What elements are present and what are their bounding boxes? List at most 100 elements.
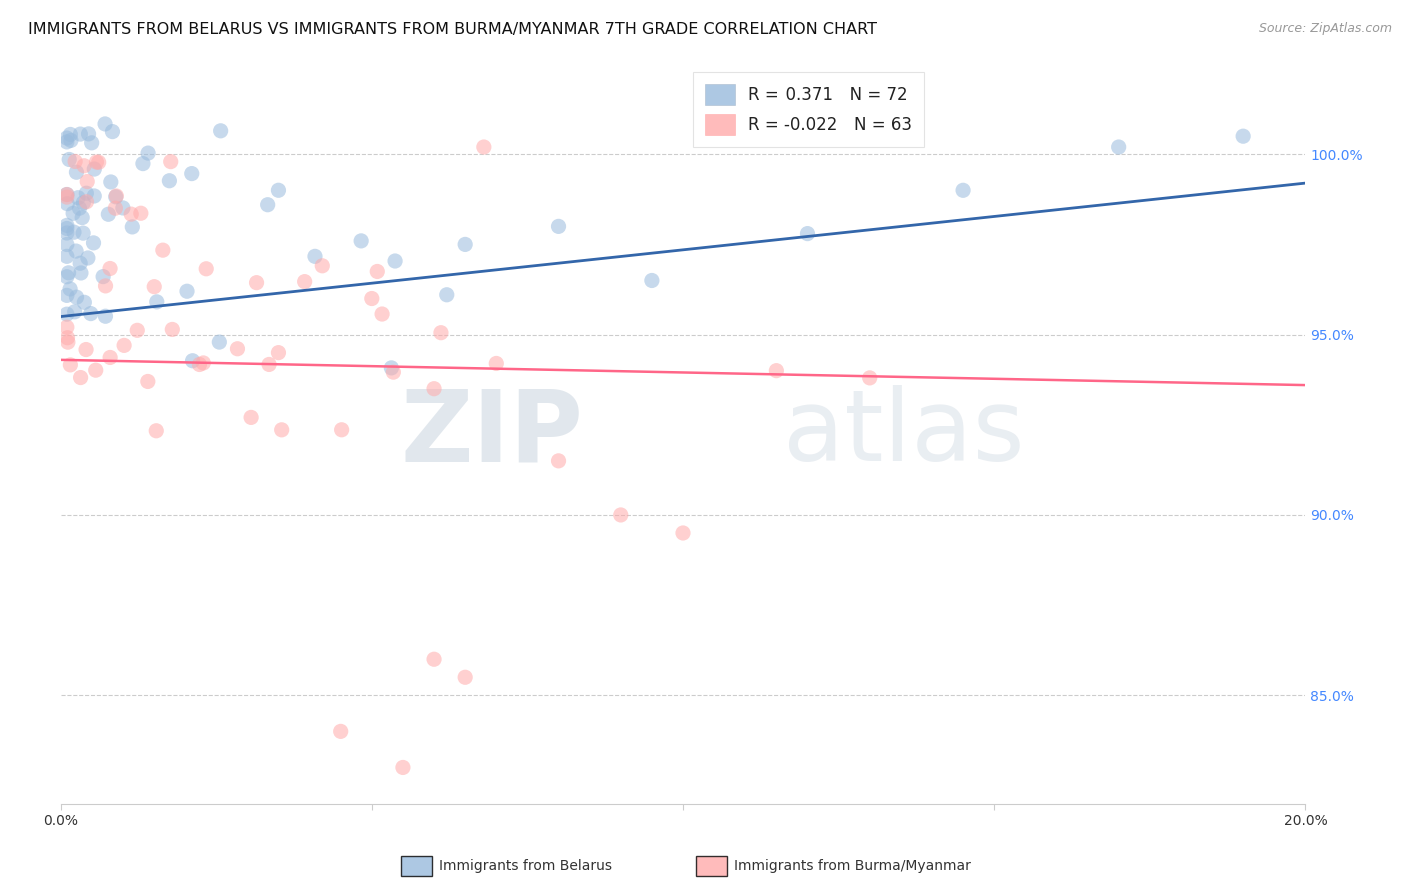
Point <box>610 508 633 522</box>
Point <box>209 124 232 138</box>
Point <box>65 244 87 258</box>
Point <box>423 382 446 396</box>
Point <box>188 358 211 372</box>
Point <box>162 322 184 336</box>
Point <box>77 127 100 141</box>
Point <box>62 206 84 220</box>
Point <box>547 454 569 468</box>
Point <box>136 146 159 161</box>
Point <box>270 423 292 437</box>
Point <box>80 136 103 150</box>
Point <box>63 225 86 239</box>
Point <box>485 356 508 370</box>
Point <box>56 249 79 263</box>
Point <box>121 219 143 234</box>
Point <box>267 183 290 197</box>
Point <box>371 307 394 321</box>
Point <box>91 269 114 284</box>
Point <box>859 371 882 385</box>
Point <box>59 128 82 142</box>
Point <box>56 320 79 334</box>
Point <box>136 375 159 389</box>
Text: Source: ZipAtlas.com: Source: ZipAtlas.com <box>1258 22 1392 36</box>
Point <box>98 351 121 365</box>
Point <box>132 156 155 170</box>
Point <box>256 198 278 212</box>
Point <box>1232 129 1254 144</box>
Point <box>350 234 373 248</box>
Point <box>180 167 202 181</box>
Point <box>94 117 117 131</box>
Point <box>226 342 249 356</box>
Point <box>104 201 127 215</box>
Point <box>330 423 353 437</box>
Point <box>382 365 405 379</box>
Point <box>208 335 231 350</box>
Point <box>70 211 93 225</box>
Point <box>129 206 152 220</box>
Point <box>76 175 98 189</box>
Point <box>392 760 415 774</box>
Point <box>100 175 122 189</box>
Point <box>56 190 79 204</box>
Point <box>366 264 388 278</box>
Point <box>86 155 108 169</box>
Point <box>97 207 120 221</box>
Point <box>69 370 91 384</box>
Point <box>176 285 198 299</box>
Point <box>101 125 124 139</box>
Point <box>257 358 280 372</box>
Point <box>98 261 121 276</box>
Point <box>143 279 166 293</box>
Point <box>181 353 204 368</box>
Point <box>765 364 787 378</box>
Point <box>72 226 94 240</box>
Point <box>65 165 87 179</box>
Point <box>120 207 142 221</box>
Point <box>72 195 94 210</box>
Point <box>63 154 86 169</box>
Text: Immigrants from Burma/Myanmar: Immigrants from Burma/Myanmar <box>734 859 970 873</box>
Point <box>672 526 695 541</box>
Point <box>159 154 181 169</box>
Point <box>454 670 477 684</box>
Point <box>423 652 446 666</box>
Point <box>56 331 79 345</box>
Point <box>104 190 127 204</box>
Point <box>87 155 110 169</box>
Point <box>77 251 100 265</box>
Point <box>73 295 96 310</box>
Point <box>547 219 569 234</box>
Point <box>240 410 263 425</box>
Point <box>83 162 105 177</box>
Point <box>127 323 149 337</box>
Point <box>304 249 326 263</box>
Text: IMMIGRANTS FROM BELARUS VS IMMIGRANTS FROM BURMA/MYANMAR 7TH GRADE CORRELATION C: IMMIGRANTS FROM BELARUS VS IMMIGRANTS FR… <box>28 22 877 37</box>
Legend: R =  0.371 N = 72, R = -0.022 N = 63: R = 0.371 N = 72, R = -0.022 N = 63 <box>693 72 924 147</box>
Point <box>59 282 82 296</box>
Point <box>112 338 135 352</box>
Point <box>56 187 79 202</box>
Point <box>67 191 90 205</box>
Point <box>56 335 79 350</box>
Point <box>84 363 107 377</box>
Point <box>472 140 495 154</box>
Point <box>76 194 98 209</box>
Point <box>245 276 267 290</box>
Point <box>111 201 134 215</box>
Point <box>641 273 664 287</box>
Point <box>152 243 174 257</box>
Point <box>63 305 86 319</box>
Point <box>80 307 103 321</box>
Point <box>105 189 128 203</box>
Point <box>360 292 382 306</box>
Point <box>65 290 87 304</box>
Point <box>193 356 215 370</box>
Point <box>94 310 117 324</box>
Point <box>430 326 453 340</box>
Point <box>69 127 91 141</box>
Point <box>75 186 97 201</box>
Point <box>83 189 105 203</box>
Point <box>69 256 91 270</box>
Point <box>380 360 402 375</box>
